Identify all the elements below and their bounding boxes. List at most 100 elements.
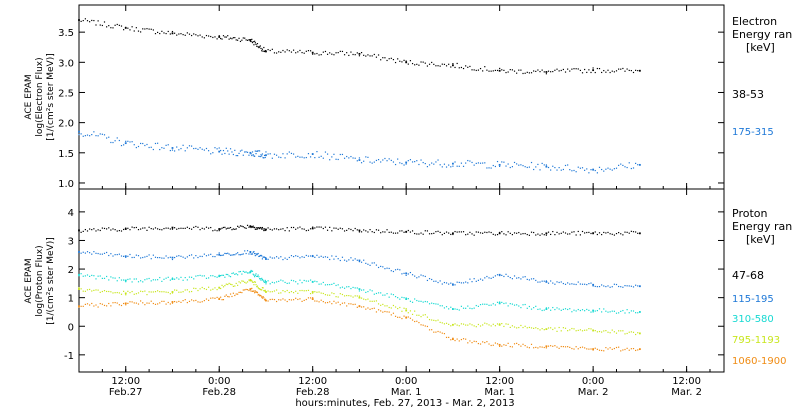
trace-dot	[220, 287, 222, 290]
trace-dot	[618, 164, 620, 166]
trace-dot	[216, 254, 218, 256]
trace-dot	[603, 330, 605, 332]
trace-dot	[110, 27, 112, 29]
trace-dot	[205, 255, 208, 257]
trace-dot	[305, 230, 307, 232]
y-tick-label: 4	[68, 208, 74, 219]
trace-dot	[443, 281, 446, 284]
data-point	[78, 273, 80, 276]
trace-dot	[543, 346, 545, 349]
trace-dot	[210, 226, 212, 229]
trace-dot	[450, 325, 452, 327]
trace-dot	[350, 287, 352, 290]
trace-dot	[445, 231, 448, 233]
trace-dot	[320, 283, 322, 285]
trace-dot	[252, 154, 254, 156]
trace-dot	[299, 226, 301, 228]
trace-dot	[250, 290, 252, 292]
trace-dot	[216, 289, 218, 291]
trace-dot	[248, 226, 250, 228]
trace-dot	[318, 301, 320, 303]
trace-dot	[620, 163, 622, 165]
trace-dot	[628, 285, 630, 287]
trace-dot	[333, 153, 335, 155]
trace-dot	[237, 284, 239, 286]
trace-dot	[431, 329, 433, 331]
proton-legend-title: Proton	[732, 207, 767, 220]
trace-dot	[114, 301, 116, 304]
trace-dot	[178, 227, 180, 230]
trace-dot	[469, 340, 471, 342]
trace-dot	[301, 256, 303, 258]
trace-dot	[263, 50, 266, 53]
trace-dot	[592, 285, 594, 287]
trace-dot	[577, 329, 579, 331]
trace-dot	[397, 268, 399, 270]
trace-dot	[526, 307, 528, 309]
trace-dot	[586, 308, 588, 311]
trace-dot	[575, 171, 577, 173]
trace-dot	[499, 274, 501, 277]
trace-dot	[256, 254, 258, 256]
trace-dot	[309, 228, 312, 230]
trace-dot	[303, 52, 305, 54]
trace-dot	[569, 233, 571, 235]
data-point	[218, 253, 221, 256]
trace-dot	[418, 276, 420, 278]
data-point	[405, 309, 408, 312]
trace-dot	[454, 323, 456, 325]
trace-dot	[581, 309, 584, 311]
trace-dot	[292, 255, 295, 258]
trace-dot	[222, 149, 225, 152]
trace-dot	[176, 289, 178, 291]
trace-dot	[509, 69, 511, 71]
trace-dot	[207, 299, 210, 301]
trace-dot	[524, 325, 526, 327]
trace-dot	[264, 156, 266, 159]
trace-dot	[261, 155, 263, 157]
trace-dot	[108, 25, 110, 27]
trace-dot	[482, 162, 484, 164]
trace-dot	[632, 310, 635, 312]
trace-dot	[571, 347, 573, 350]
trace-dot	[394, 306, 397, 308]
trace-dot	[632, 286, 635, 288]
trace-dot	[133, 278, 135, 280]
trace-dot	[426, 166, 429, 168]
trace-dot	[112, 292, 114, 294]
trace-dot	[116, 230, 118, 232]
trace-dot	[203, 228, 205, 230]
trace-dot	[526, 166, 528, 169]
trace-dot	[305, 290, 307, 292]
trace-dot	[590, 282, 592, 284]
data-point	[498, 273, 501, 276]
trace-dot	[255, 284, 257, 286]
trace-dot	[297, 292, 299, 294]
trace-dot	[346, 229, 348, 231]
trace-dot	[103, 290, 106, 292]
trace-dot	[171, 149, 174, 151]
trace-dot	[91, 274, 93, 277]
trace-dot	[477, 231, 480, 233]
trace-dot	[448, 336, 450, 339]
trace-dot	[528, 326, 530, 329]
trace-dot	[252, 251, 254, 253]
trace-dot	[584, 169, 586, 171]
trace-dot	[227, 35, 229, 37]
trace-dot	[284, 291, 286, 293]
trace-dot	[609, 71, 611, 74]
trace-dot	[499, 165, 501, 168]
trace-dot	[225, 228, 227, 230]
trace-dot	[626, 285, 628, 287]
trace-dot	[305, 156, 307, 159]
trace-dot	[267, 300, 269, 302]
trace-dot	[603, 170, 605, 172]
trace-dot	[238, 254, 240, 256]
trace-dot	[222, 274, 225, 276]
trace-dot	[454, 308, 456, 310]
trace-dot	[450, 166, 452, 168]
trace-dot	[320, 255, 322, 257]
trace-dot	[473, 278, 475, 280]
trace-dot	[439, 164, 441, 166]
trace-dot	[150, 300, 152, 302]
